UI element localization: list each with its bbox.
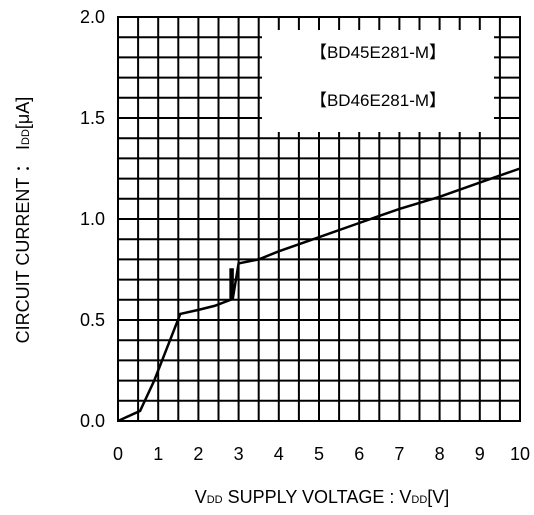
x-tick-label: 1 (153, 444, 163, 464)
x-tick-label: 7 (394, 444, 404, 464)
x-tick-label: 8 (435, 444, 445, 464)
y-tick-label: 1.5 (80, 108, 105, 128)
x-tick-label: 10 (510, 444, 530, 464)
x-axis-title-sub2: DD (411, 494, 427, 506)
y-tick-labels: 0.0 0.5 1.0 1.5 2.0 (80, 7, 105, 431)
x-tick-label: 9 (475, 444, 485, 464)
x-axis-title-sub: DD (207, 494, 223, 506)
y-tick-label: 0.0 (80, 411, 105, 431)
legend-background (262, 30, 494, 132)
y-axis-title: CIRCUIT CURRENT ： IDD[μA] (13, 97, 33, 344)
x-tick-label: 2 (193, 444, 203, 464)
y-tick-label: 1.0 (80, 209, 105, 229)
x-axis-title-unit: [V] (427, 487, 449, 507)
y-tick-label: 2.0 (80, 7, 105, 27)
x-axis-title-text: SUPPLY VOLTAGE : V (223, 487, 412, 507)
x-tick-labels: 0 1 2 3 4 5 6 7 8 9 10 (113, 444, 530, 464)
x-tick-label: 3 (234, 444, 244, 464)
plot-frame (117, 16, 521, 422)
x-tick-label: 0 (113, 444, 123, 464)
series-group (117, 167, 521, 423)
x-tick-label: 6 (354, 444, 364, 464)
y-tick-label: 0.5 (80, 310, 105, 330)
y-axis-title-unit: [μA] (13, 97, 33, 129)
legend: 【BD45E281-M】 【BD46E281-M】 (262, 30, 494, 132)
y-axis-title-text: CIRCUIT CURRENT ： I (13, 145, 33, 343)
legend-entry-bd46e281: 【BD46E281-M】 (310, 91, 446, 110)
legend-entry-bd45e281: 【BD45E281-M】 (310, 43, 446, 62)
series-line-0 (117, 167, 521, 423)
x-tick-label: 5 (314, 444, 324, 464)
x-tick-label: 4 (274, 444, 284, 464)
y-axis-title-sub: DD (20, 129, 32, 145)
x-axis-title-v: V (195, 487, 207, 507)
x-axis-title: VDD SUPPLY VOLTAGE : VDD[V] (195, 487, 450, 507)
